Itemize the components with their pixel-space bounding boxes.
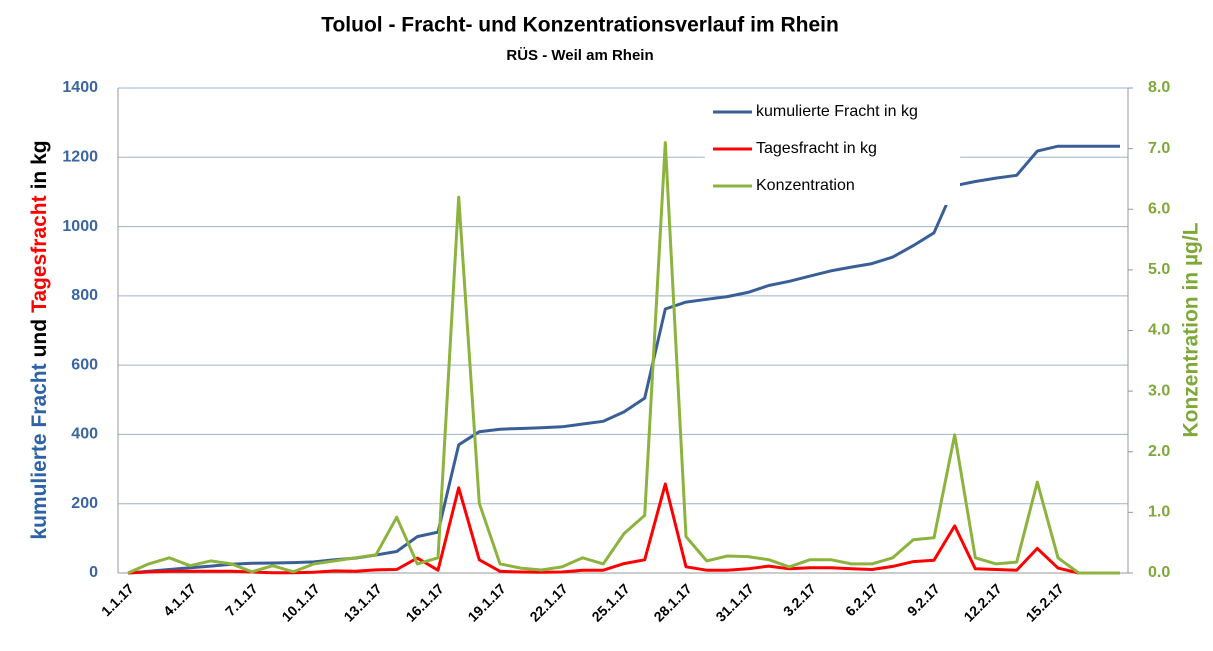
x-tick-label: 1.1.17 xyxy=(98,580,137,619)
y2-tick-label: 7.0 xyxy=(1148,140,1170,157)
x-tick-label: 12.2.17 xyxy=(960,580,1004,624)
x-tick-label: 31.1.17 xyxy=(712,580,756,624)
x-tick-label: 13.1.17 xyxy=(340,580,384,624)
y2-tick-label: 1.0 xyxy=(1148,504,1170,521)
x-tick-label: 16.1.17 xyxy=(402,580,446,624)
x-tick-label: 25.1.17 xyxy=(588,580,632,624)
y2-tick-label: 4.0 xyxy=(1148,322,1170,339)
y-tick-label: 800 xyxy=(71,287,98,304)
chart-subtitle: RÜS - Weil am Rhein xyxy=(506,47,653,64)
y2-tick-label: 6.0 xyxy=(1148,200,1170,217)
y2-tick-label: 5.0 xyxy=(1148,261,1170,278)
y2-tick-label: 8.0 xyxy=(1148,79,1170,96)
x-tick-label: 6.2.17 xyxy=(842,580,881,619)
legend-label: Konzentration xyxy=(756,177,855,194)
x-tick-label: 9.2.17 xyxy=(904,580,943,619)
y2-tick-label: 2.0 xyxy=(1148,443,1170,460)
legend-label: Tagesfracht in kg xyxy=(756,140,877,157)
y-axis-title-part: in kg xyxy=(28,140,51,189)
y-axis-title-part: und xyxy=(28,319,51,357)
y2-tick-label: 0.0 xyxy=(1148,564,1170,581)
x-tick-label: 28.1.17 xyxy=(650,580,694,624)
y2-tick-label: 3.0 xyxy=(1148,382,1170,399)
y-tick-label: 1200 xyxy=(62,149,98,166)
y2-axis-title: Konzentration in µg/L xyxy=(1180,222,1203,437)
legend-label: kumulierte Fracht in kg xyxy=(756,103,918,120)
data-line xyxy=(127,144,1120,575)
y-tick-label: 200 xyxy=(71,495,98,512)
x-tick-label: 22.1.17 xyxy=(526,580,570,624)
y-tick-label: 400 xyxy=(71,426,98,443)
x-tick-label: 3.2.17 xyxy=(780,580,819,619)
data-line xyxy=(127,141,1120,575)
y-axis-title-part: kumulierte Fracht xyxy=(28,363,51,539)
x-tick-label: 10.1.17 xyxy=(278,580,322,624)
y-axis-title: kumulierte Fracht und Tagesfracht in kg xyxy=(28,140,51,539)
y-tick-label: 0 xyxy=(89,564,98,581)
y-tick-label: 600 xyxy=(71,356,98,373)
y-axis-title-part: Tagesfracht xyxy=(28,195,51,312)
y-tick-label: 1400 xyxy=(62,79,98,96)
x-tick-label: 19.1.17 xyxy=(464,580,508,624)
chart-title: Toluol - Fracht- und Konzentrationsverla… xyxy=(321,14,839,37)
x-tick-label: 7.1.17 xyxy=(222,580,261,619)
x-tick-label: 15.2.17 xyxy=(1022,580,1066,624)
y-tick-label: 1000 xyxy=(62,218,98,235)
x-tick-label: 4.1.17 xyxy=(160,580,199,619)
